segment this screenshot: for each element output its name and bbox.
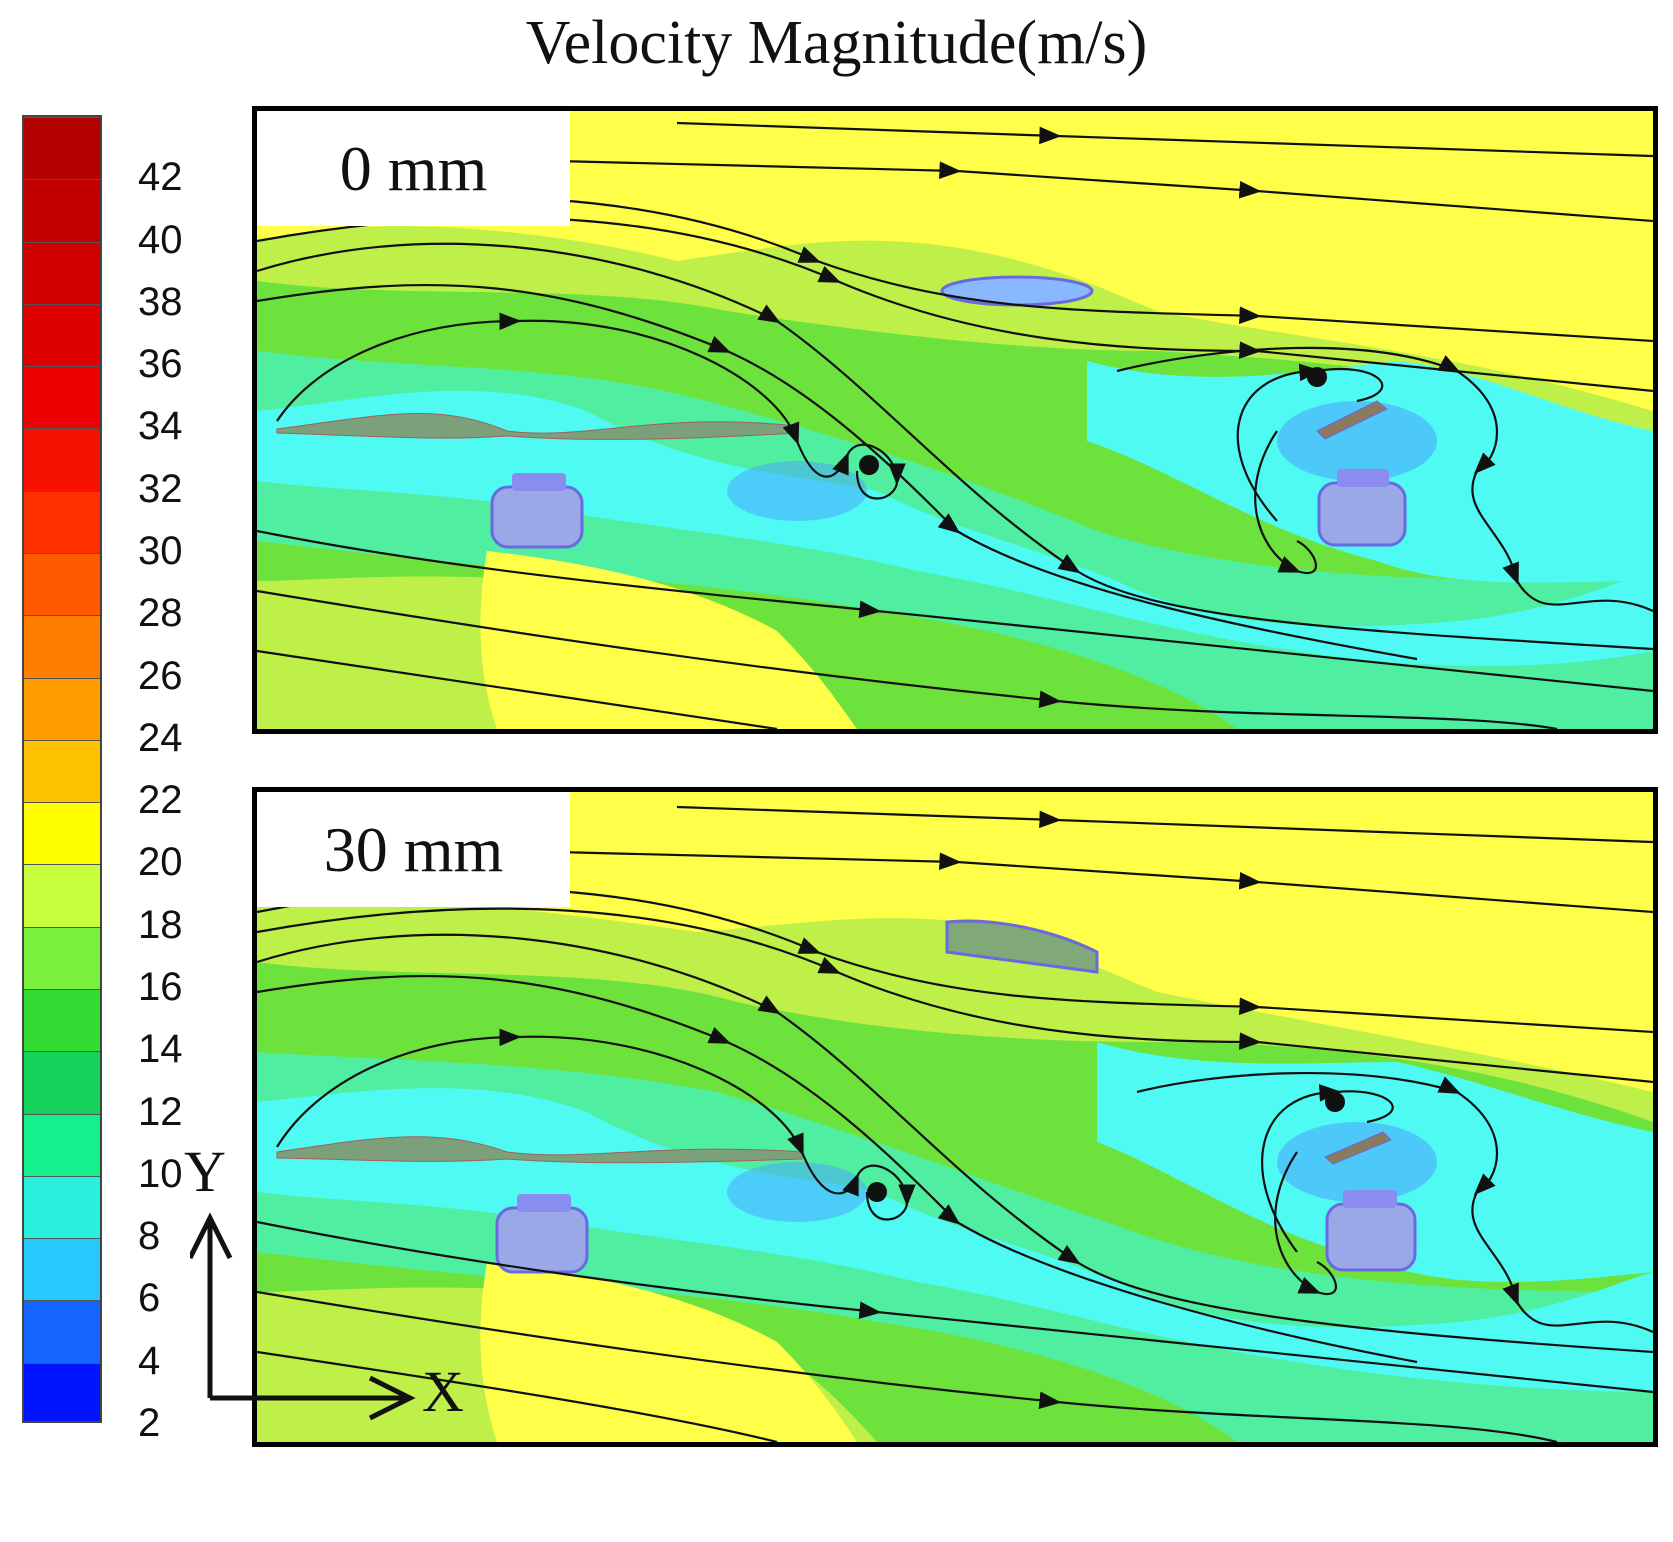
panel-label: 30 mm <box>257 792 570 907</box>
streamline <box>1254 430 1317 574</box>
motor-cap <box>512 473 566 491</box>
streamline <box>276 312 906 500</box>
motor-hub <box>490 485 584 549</box>
colorbar-band <box>24 802 100 865</box>
colorbar-band <box>24 1113 100 1176</box>
streamline <box>556 850 1653 914</box>
colorbar-band <box>24 303 100 367</box>
propeller-blade <box>1316 400 1388 440</box>
colorbar-tick-label: 12 <box>138 1089 183 1134</box>
colorbar-tick-label: 4 <box>138 1338 161 1383</box>
y-axis-label: Y <box>184 1139 226 1204</box>
streamline <box>257 529 1653 693</box>
motor-cap <box>1343 1190 1397 1208</box>
colorbar-tick-label: 22 <box>138 778 183 823</box>
vortex-core <box>867 1182 887 1202</box>
propeller-blade <box>1324 1131 1392 1165</box>
colorbar-tick-label: 28 <box>138 591 183 636</box>
colorbar-tick-label: 34 <box>138 404 183 449</box>
colorbar-band <box>24 241 100 304</box>
axis-triad: Y X <box>184 1139 510 1528</box>
panel-label: 0 mm <box>257 111 570 226</box>
colorbar-tick-label: 38 <box>138 279 183 324</box>
panel-0mm: 0 mm <box>252 106 1658 734</box>
velocity-contour-plot <box>257 111 1653 729</box>
motor-hub <box>1317 481 1407 547</box>
colorbar-tick-label: 40 <box>138 217 183 262</box>
colorbar-band <box>24 864 100 927</box>
colorbar-tick-label: 26 <box>138 653 183 698</box>
colorbar-band <box>24 553 100 616</box>
streamline <box>257 1290 1558 1442</box>
streamline <box>257 589 1558 729</box>
colorbar-tick-label: 10 <box>138 1151 183 1196</box>
streamline <box>257 907 1653 1084</box>
colorbar-tick-label: 36 <box>138 342 183 387</box>
vortex-core <box>1325 1092 1345 1112</box>
streamline <box>257 1220 1653 1394</box>
colorbar-band <box>24 1362 100 1421</box>
x-axis-label: X <box>422 1359 464 1424</box>
streamline <box>1236 363 1384 522</box>
colorbar-band <box>24 179 100 242</box>
motor-cap <box>517 1194 571 1212</box>
streamline <box>1116 346 1653 613</box>
colorbar-tick-label: 16 <box>138 965 183 1009</box>
colorbar-band <box>24 739 100 803</box>
colorbar-band <box>24 1238 100 1301</box>
colorbar-band <box>24 926 100 989</box>
vortex-core <box>1307 367 1327 387</box>
colorbar-band <box>24 1175 100 1239</box>
colorbar-band <box>24 615 100 678</box>
streamline <box>1261 1084 1394 1253</box>
motor-hub <box>495 1206 589 1274</box>
colorbar-band <box>24 989 100 1052</box>
panel-30mm: 30 mm <box>252 787 1658 1447</box>
streamline <box>1136 1072 1653 1334</box>
colorbar-tick-label: 32 <box>138 466 183 511</box>
wing-section <box>940 275 1094 307</box>
colorbar-tick-label: 18 <box>138 902 183 947</box>
colorbar-band <box>24 490 100 553</box>
colorbar-tick-label: 8 <box>138 1214 161 1259</box>
colorbar-band <box>24 677 100 740</box>
low-speed-zone <box>1277 401 1437 481</box>
streamline <box>1274 1151 1337 1295</box>
colorbar-tick-label: 2 <box>138 1401 161 1445</box>
motor-cap <box>1337 469 1389 487</box>
colorbar-tick-label: 42 <box>138 155 183 200</box>
axis-arrows <box>187 1212 416 1421</box>
streamline <box>556 159 1653 223</box>
colorbar-tick-label: 24 <box>138 715 183 760</box>
velocity-contour-plot <box>257 792 1653 1442</box>
vortex-core <box>859 455 879 475</box>
low-speed-zone <box>727 461 867 521</box>
colorbar-band <box>24 428 100 491</box>
colorbar-band <box>24 366 100 429</box>
contour-yellow-lower <box>480 1262 857 1442</box>
colorbar-band <box>24 1300 100 1363</box>
streamline <box>276 1028 916 1221</box>
x-axis-arrow <box>210 1375 416 1421</box>
motor-hub <box>1325 1202 1417 1272</box>
colorbar-tick-label: 14 <box>138 1027 183 1072</box>
colorbar <box>22 115 102 1423</box>
streamline <box>676 121 1653 158</box>
low-speed-zone <box>1277 1122 1437 1202</box>
colorbar-band <box>24 117 100 180</box>
contour-yellow-lower <box>480 551 857 729</box>
streamline <box>257 649 778 729</box>
y-axis-arrow <box>187 1212 233 1398</box>
colorbar-band <box>24 1051 100 1114</box>
colorbar-tick-label: 20 <box>138 840 183 885</box>
figure-title: Velocity Magnitude(m/s) <box>525 9 1148 77</box>
streamline <box>257 1350 778 1442</box>
colorbar-tick-label: 6 <box>138 1276 161 1321</box>
colorbar-tick-label: 30 <box>138 529 183 573</box>
streamline <box>676 805 1653 844</box>
